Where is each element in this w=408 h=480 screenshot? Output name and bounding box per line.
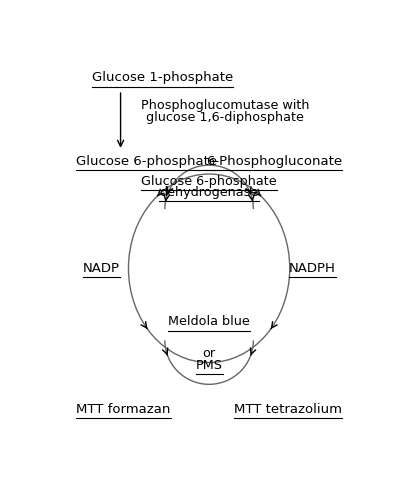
Text: PMS: PMS (195, 359, 223, 372)
Text: Meldola blue: Meldola blue (168, 315, 250, 328)
Text: Phosphoglucomutase with: Phosphoglucomutase with (141, 99, 309, 112)
Text: NADP: NADP (82, 262, 120, 275)
Text: or: or (202, 347, 216, 360)
Text: Glucose 6-phosphate: Glucose 6-phosphate (76, 155, 217, 168)
Text: MTT tetrazolium: MTT tetrazolium (234, 403, 342, 416)
Text: 6-Phosphogluconate: 6-Phosphogluconate (206, 155, 342, 168)
Text: glucose 1,6-diphosphate: glucose 1,6-diphosphate (146, 111, 304, 124)
Text: Glucose 6-phosphate: Glucose 6-phosphate (141, 175, 277, 188)
Text: MTT formazan: MTT formazan (76, 403, 171, 416)
Text: Glucose 1-phosphate: Glucose 1-phosphate (92, 72, 233, 84)
Text: dehydrogenase: dehydrogenase (160, 186, 259, 199)
Text: NADPH: NADPH (289, 262, 335, 275)
